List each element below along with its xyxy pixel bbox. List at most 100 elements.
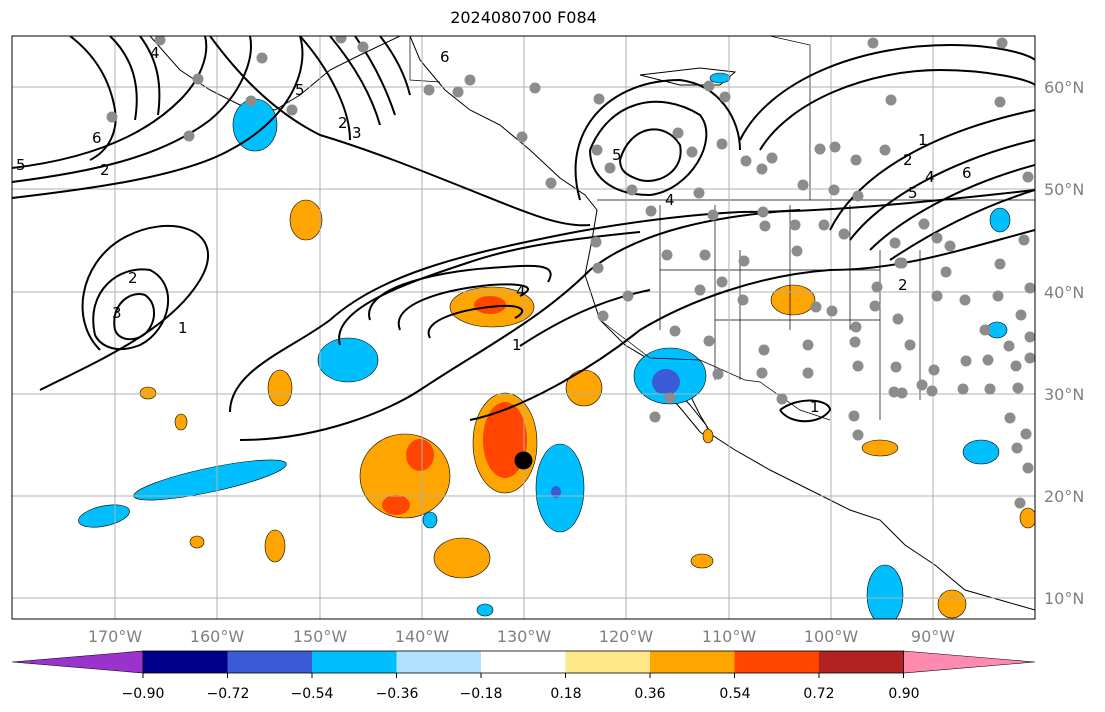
station-dot — [645, 205, 657, 217]
station-dot — [931, 290, 943, 302]
station-dot — [256, 52, 268, 64]
station-dot — [719, 91, 731, 103]
positive-anomaly-blob — [565, 369, 603, 407]
observation-stations — [106, 36, 1035, 509]
station-dot — [626, 184, 638, 196]
station-dot — [850, 321, 862, 333]
contour-label: 4 — [665, 191, 675, 209]
station-dot — [1011, 442, 1023, 454]
positive-anomaly-blob — [433, 537, 491, 579]
station-dot — [452, 86, 464, 98]
colorbar-outline — [142, 650, 904, 674]
station-dot — [852, 360, 864, 372]
station-dot — [192, 73, 204, 85]
station-dot — [896, 387, 908, 399]
colorbar-segment — [312, 651, 397, 673]
station-dot — [766, 152, 778, 164]
station-dot — [797, 179, 809, 191]
positive-anomaly-blob — [770, 284, 816, 316]
station-dot — [828, 184, 840, 196]
colorbar-tick-label: 0.18 — [550, 686, 581, 702]
station-dot — [464, 74, 476, 86]
colorbar-tick-label: −0.18 — [460, 686, 503, 702]
station-dot — [1014, 497, 1026, 509]
colorbar-extend-high — [903, 650, 1036, 674]
station-dot — [1018, 234, 1030, 246]
station-dot — [737, 294, 749, 306]
station-dot — [661, 249, 673, 261]
station-dot — [622, 290, 634, 302]
station-dot — [693, 187, 705, 199]
station-dot — [672, 127, 684, 139]
station-dot — [814, 143, 826, 155]
negative-anomaly-blob — [422, 511, 438, 529]
station-dot — [245, 95, 257, 107]
station-dot — [984, 383, 996, 395]
contour-label: 5 — [908, 184, 918, 202]
colorbar-tick-label: −0.54 — [291, 686, 334, 702]
station-dot — [335, 36, 347, 44]
station-dot — [286, 104, 298, 116]
station-dot — [154, 36, 166, 46]
coastlines — [149, 36, 1035, 611]
station-dot — [707, 209, 719, 221]
colorbar-segment — [481, 651, 566, 673]
positive-anomaly-core — [406, 439, 434, 471]
contour-label: 5 — [16, 156, 26, 174]
positive-anomaly-blob — [189, 535, 205, 549]
station-dot — [1022, 171, 1034, 183]
station-dot — [712, 368, 724, 380]
lon-label: 130°W — [497, 627, 552, 646]
station-dot — [756, 367, 768, 379]
contour-label: 2 — [338, 114, 348, 132]
negative-anomaly-blob — [232, 98, 278, 152]
contour-label: 5 — [612, 146, 622, 164]
station-dot — [591, 144, 603, 156]
station-dot — [593, 93, 605, 105]
negative-anomaly-blob — [476, 603, 494, 617]
station-dot — [740, 155, 752, 167]
station-dot — [957, 383, 969, 395]
colorbar-tick-label: 0.90 — [888, 686, 919, 702]
station-dot — [738, 255, 750, 267]
station-dot — [1004, 412, 1016, 424]
contour-lines — [12, 36, 1035, 441]
station-dot — [699, 249, 711, 261]
station-dot — [1024, 282, 1035, 294]
station-dot — [889, 237, 901, 249]
negative-anomaly-blob — [962, 439, 1000, 465]
lon-label: 110°W — [702, 627, 757, 646]
station-dot — [1020, 428, 1032, 440]
colorbar-tick-labels: −0.90 −0.72 −0.54 −0.36 −0.18 0.18 0.36 … — [122, 686, 920, 702]
station-dot — [590, 236, 602, 248]
contour-label: 1 — [512, 336, 522, 354]
station-dot — [357, 41, 369, 53]
station-dot — [996, 37, 1008, 49]
station-dot — [867, 37, 879, 49]
negative-anomaly-blob — [78, 504, 130, 528]
station-dot — [604, 162, 616, 174]
colorbar-tick-label: −0.72 — [207, 686, 250, 702]
station-dot — [716, 276, 728, 288]
colorbar-segment — [565, 651, 651, 673]
station-dot — [916, 379, 928, 391]
station-dot — [1010, 360, 1022, 372]
station-dot — [826, 305, 838, 317]
station-dot — [1024, 331, 1035, 343]
contour-label: 4 — [150, 44, 160, 62]
station-dot — [959, 294, 971, 306]
colorbar-segment — [650, 651, 735, 673]
lat-label: 60°N — [1044, 78, 1084, 97]
latitude-labels: 60°N 50°N 40°N 30°N 20°N 10°N — [1044, 78, 1084, 608]
station-dot — [940, 266, 952, 278]
storm-center-marker — [514, 451, 533, 470]
colorbar-tick-label: −0.36 — [376, 686, 419, 702]
positive-anomaly-blob — [702, 428, 714, 444]
negative-anomaly-core — [652, 369, 680, 395]
station-dot — [904, 339, 916, 351]
station-dot — [516, 131, 528, 143]
lon-label: 150°W — [293, 627, 348, 646]
station-dot — [890, 361, 902, 373]
station-dot — [592, 262, 604, 274]
negative-anomaly-blob — [866, 564, 904, 619]
